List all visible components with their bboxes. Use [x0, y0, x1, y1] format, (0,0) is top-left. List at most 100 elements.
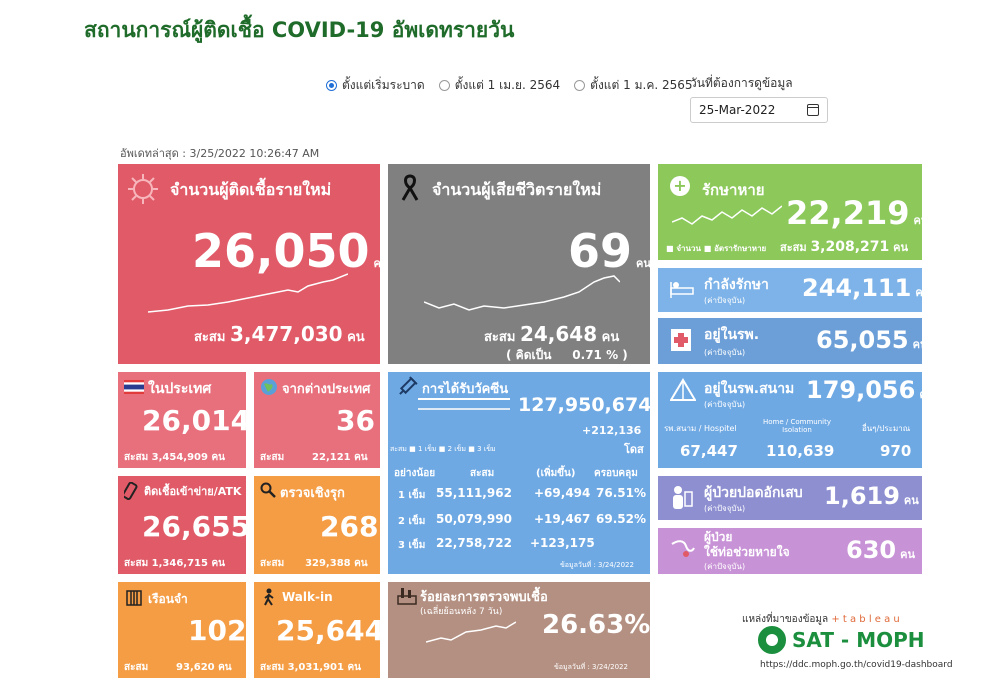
vaccine-row-1-inc: +69,494: [534, 486, 591, 500]
positivity-value: 26.63%: [542, 610, 650, 640]
vaccine-as-of: ข้อมูลวันที่ : 3/24/2022: [560, 561, 634, 569]
page-title: สถานการณ์ผู้ติดเชื้อ COVID-19 อัพเดทรายว…: [84, 18, 515, 42]
radio-icon[interactable]: [326, 80, 337, 91]
positivity-trend-line: [426, 621, 516, 643]
field-col-1-label: รพ.สนาม / Hospitel: [664, 424, 737, 433]
hospital-value: 65,055คน: [816, 326, 922, 354]
treating-sub: (ค่าปัจจุบัน): [704, 296, 746, 305]
vaccine-row-3-inc: +123,175: [530, 536, 595, 550]
field-col-3-value: 970: [880, 442, 912, 460]
field-hospital-sub: (ค่าปัจจุบัน): [704, 400, 746, 409]
vaccine-row-2-cov: 69.52%: [596, 512, 646, 526]
org-name: SAT - MOPH: [792, 628, 925, 652]
vaccine-title: การได้รับวัคซีน: [422, 382, 509, 397]
ribbon-icon: [401, 174, 419, 201]
recovered-trend-line: [672, 205, 782, 225]
moph-emblem-icon: [758, 626, 786, 654]
prison-value: 102: [188, 614, 246, 647]
prison-bars-icon: [126, 590, 142, 606]
vaccine-header-inc: (เพิ่มขึ้น): [536, 468, 576, 479]
treating-value: 244,111คน: [802, 274, 922, 302]
positivity-title: ร้อยละการตรวจพบเชื้อ: [420, 590, 548, 605]
ventilator-value: 630 คน: [846, 536, 915, 564]
plus-icon: +: [670, 176, 690, 196]
test-kit-icon: [124, 482, 138, 500]
radio-since-apr-2564[interactable]: ตั้งแต่ 1 เม.ย. 2564: [438, 76, 560, 95]
radio-since-outbreak[interactable]: ตั้งแต่เริ่มระบาด: [326, 76, 425, 95]
vaccine-row-2-dose: 2 เข็ม: [398, 516, 426, 527]
ventilator-sub: (ค่าปัจจุบัน): [704, 562, 746, 571]
date-input[interactable]: 25-Mar-2022: [690, 97, 828, 123]
vaccine-total: 127,950,674: [518, 394, 650, 416]
recovered-legend: ■ จำนวน ■ อัตรารักษาหาย: [666, 244, 767, 253]
vaccine-legend: สะสม ■ 1 เข็ม ■ 2 เข็ม ■ 3 เข็ม: [390, 445, 496, 453]
pneumonia-title: ผู้ป่วยปอดอักเสบ: [704, 485, 803, 501]
recovered-title: รักษาหาย: [702, 181, 765, 199]
walking-person-icon: [264, 588, 274, 606]
active-search-value: 268: [320, 510, 379, 543]
date-label: วันที่ต้องการดูข้อมูล: [690, 76, 793, 90]
deaths-card: จำนวนผู้เสียชีวิตรายใหม่ 69 คน สะสม 24,64…: [388, 164, 650, 364]
vaccine-card: การได้รับวัคซีน 127,950,674 +212,136 โดส…: [388, 372, 650, 574]
deaths-trend-line: [424, 275, 620, 311]
hospital-sub: (ค่าปัจจุบัน): [704, 348, 746, 357]
date-value: 25-Mar-2022: [699, 103, 776, 117]
walkin-card: Walk-in 25,644 สะสม 3,031,901 คน: [254, 582, 380, 678]
thai-flag-icon: [124, 380, 144, 394]
hospital-icon: [671, 329, 691, 351]
last-updated: อัพเดทล่าสุด : 3/25/2022 10:26:47 AM: [120, 147, 320, 160]
source-url[interactable]: https://ddc.moph.go.th/covid19-dashboard: [760, 660, 953, 670]
data-source-label: แหล่งที่มาของข้อมูล + t a b l e a u: [742, 614, 900, 625]
deaths-value: 69 คน: [568, 224, 650, 278]
active-search-card: ตรวจเชิงรุก 268 สะสม 329,388 คน: [254, 476, 380, 574]
search-icon: [260, 482, 276, 498]
atk-title: ติดเชื้อเข้าข่าย/ATK: [144, 485, 242, 498]
walkin-title: Walk-in: [282, 590, 333, 604]
prison-card: เรือนจำ 102 สะสม 93,620 คน: [118, 582, 246, 678]
radio-since-jan-2565[interactable]: ตั้งแต่ 1 ม.ค. 2565: [574, 76, 693, 95]
bed-icon: [670, 282, 694, 298]
atk-value: 26,655: [142, 510, 246, 543]
new-cases-value: 26,050คน: [192, 224, 380, 278]
prison-cumulative: สะสม 93,620 คน: [124, 662, 232, 673]
walkin-value: 25,644: [276, 614, 380, 647]
pneumonia-value: 1,619 คน: [824, 482, 919, 510]
positivity-as-of: ข้อมูลวันที่ : 3/24/2022: [554, 663, 628, 671]
vaccine-header-cov: ครอบคลุม: [594, 468, 638, 479]
vaccine-row-2-cum: 50,079,990: [436, 512, 512, 526]
deaths-cumulative: สะสม 24,648 คน: [484, 322, 620, 346]
radio-icon[interactable]: [438, 80, 450, 91]
ventilator-card: ผู้ป่วย ใช้ท่อช่วยหายใจ (ค่าปัจจุบัน) 63…: [658, 528, 922, 574]
lab-test-icon: [397, 588, 417, 605]
ventilator-icon: [671, 540, 695, 557]
field-col-2-label: Home / Community Isolation: [763, 418, 831, 434]
recovered-cumulative: สะสม 3,208,271 คน: [780, 239, 908, 255]
domestic-value: 26,014: [142, 404, 246, 437]
imported-title: จากต่างประเทศ: [282, 382, 371, 397]
patient-icon: [673, 486, 693, 509]
tableau-logo: + t a b l e a u: [831, 614, 900, 625]
atk-cumulative: สะสม 1,346,715 คน: [124, 558, 225, 569]
syringe-icon: [399, 376, 418, 395]
field-hospital-title: อยู่ในรพ.สนาม: [704, 381, 795, 397]
field-hospital-value: 179,056คน: [806, 376, 922, 404]
pneumonia-card: ผู้ป่วยปอดอักเสบ (ค่าปัจจุบัน) 1,619 คน: [658, 476, 922, 520]
active-search-title: ตรวจเชิงรุก: [280, 486, 345, 501]
radio-icon[interactable]: [574, 80, 586, 91]
vaccine-dose-unit: โดส: [624, 443, 644, 456]
domestic-cumulative: สะสม 3,454,909 คน: [124, 452, 225, 463]
new-cases-card: จำนวนผู้ติดเชื้อรายใหม่ 26,050คน สะสม 3,…: [118, 164, 380, 364]
globe-icon: [261, 379, 277, 395]
vaccine-row-1-dose: 1 เข็ม: [398, 490, 426, 501]
date-range-filter: ตั้งแต่เริ่มระบาด ตั้งแต่ 1 เม.ย. 2564 ต…: [326, 76, 693, 95]
imported-cumulative: สะสม 22,121 คน: [260, 452, 368, 463]
tent-icon: [670, 378, 696, 401]
calendar-icon[interactable]: [807, 104, 819, 116]
vaccine-increase: +212,136: [582, 424, 642, 437]
prison-title: เรือนจำ: [148, 592, 188, 606]
field-hospital-card: อยู่ในรพ.สนาม (ค่าปัจจุบัน) 179,056คน รพ…: [658, 372, 922, 468]
hospital-card: อยู่ในรพ. (ค่าปัจจุบัน) 65,055คน: [658, 318, 922, 364]
deaths-title: จำนวนผู้เสียชีวิตรายใหม่: [432, 180, 602, 199]
deaths-percentage: ( คิดเป็น 0.71 % ): [506, 348, 628, 362]
vaccine-bar-doses: [418, 408, 510, 410]
